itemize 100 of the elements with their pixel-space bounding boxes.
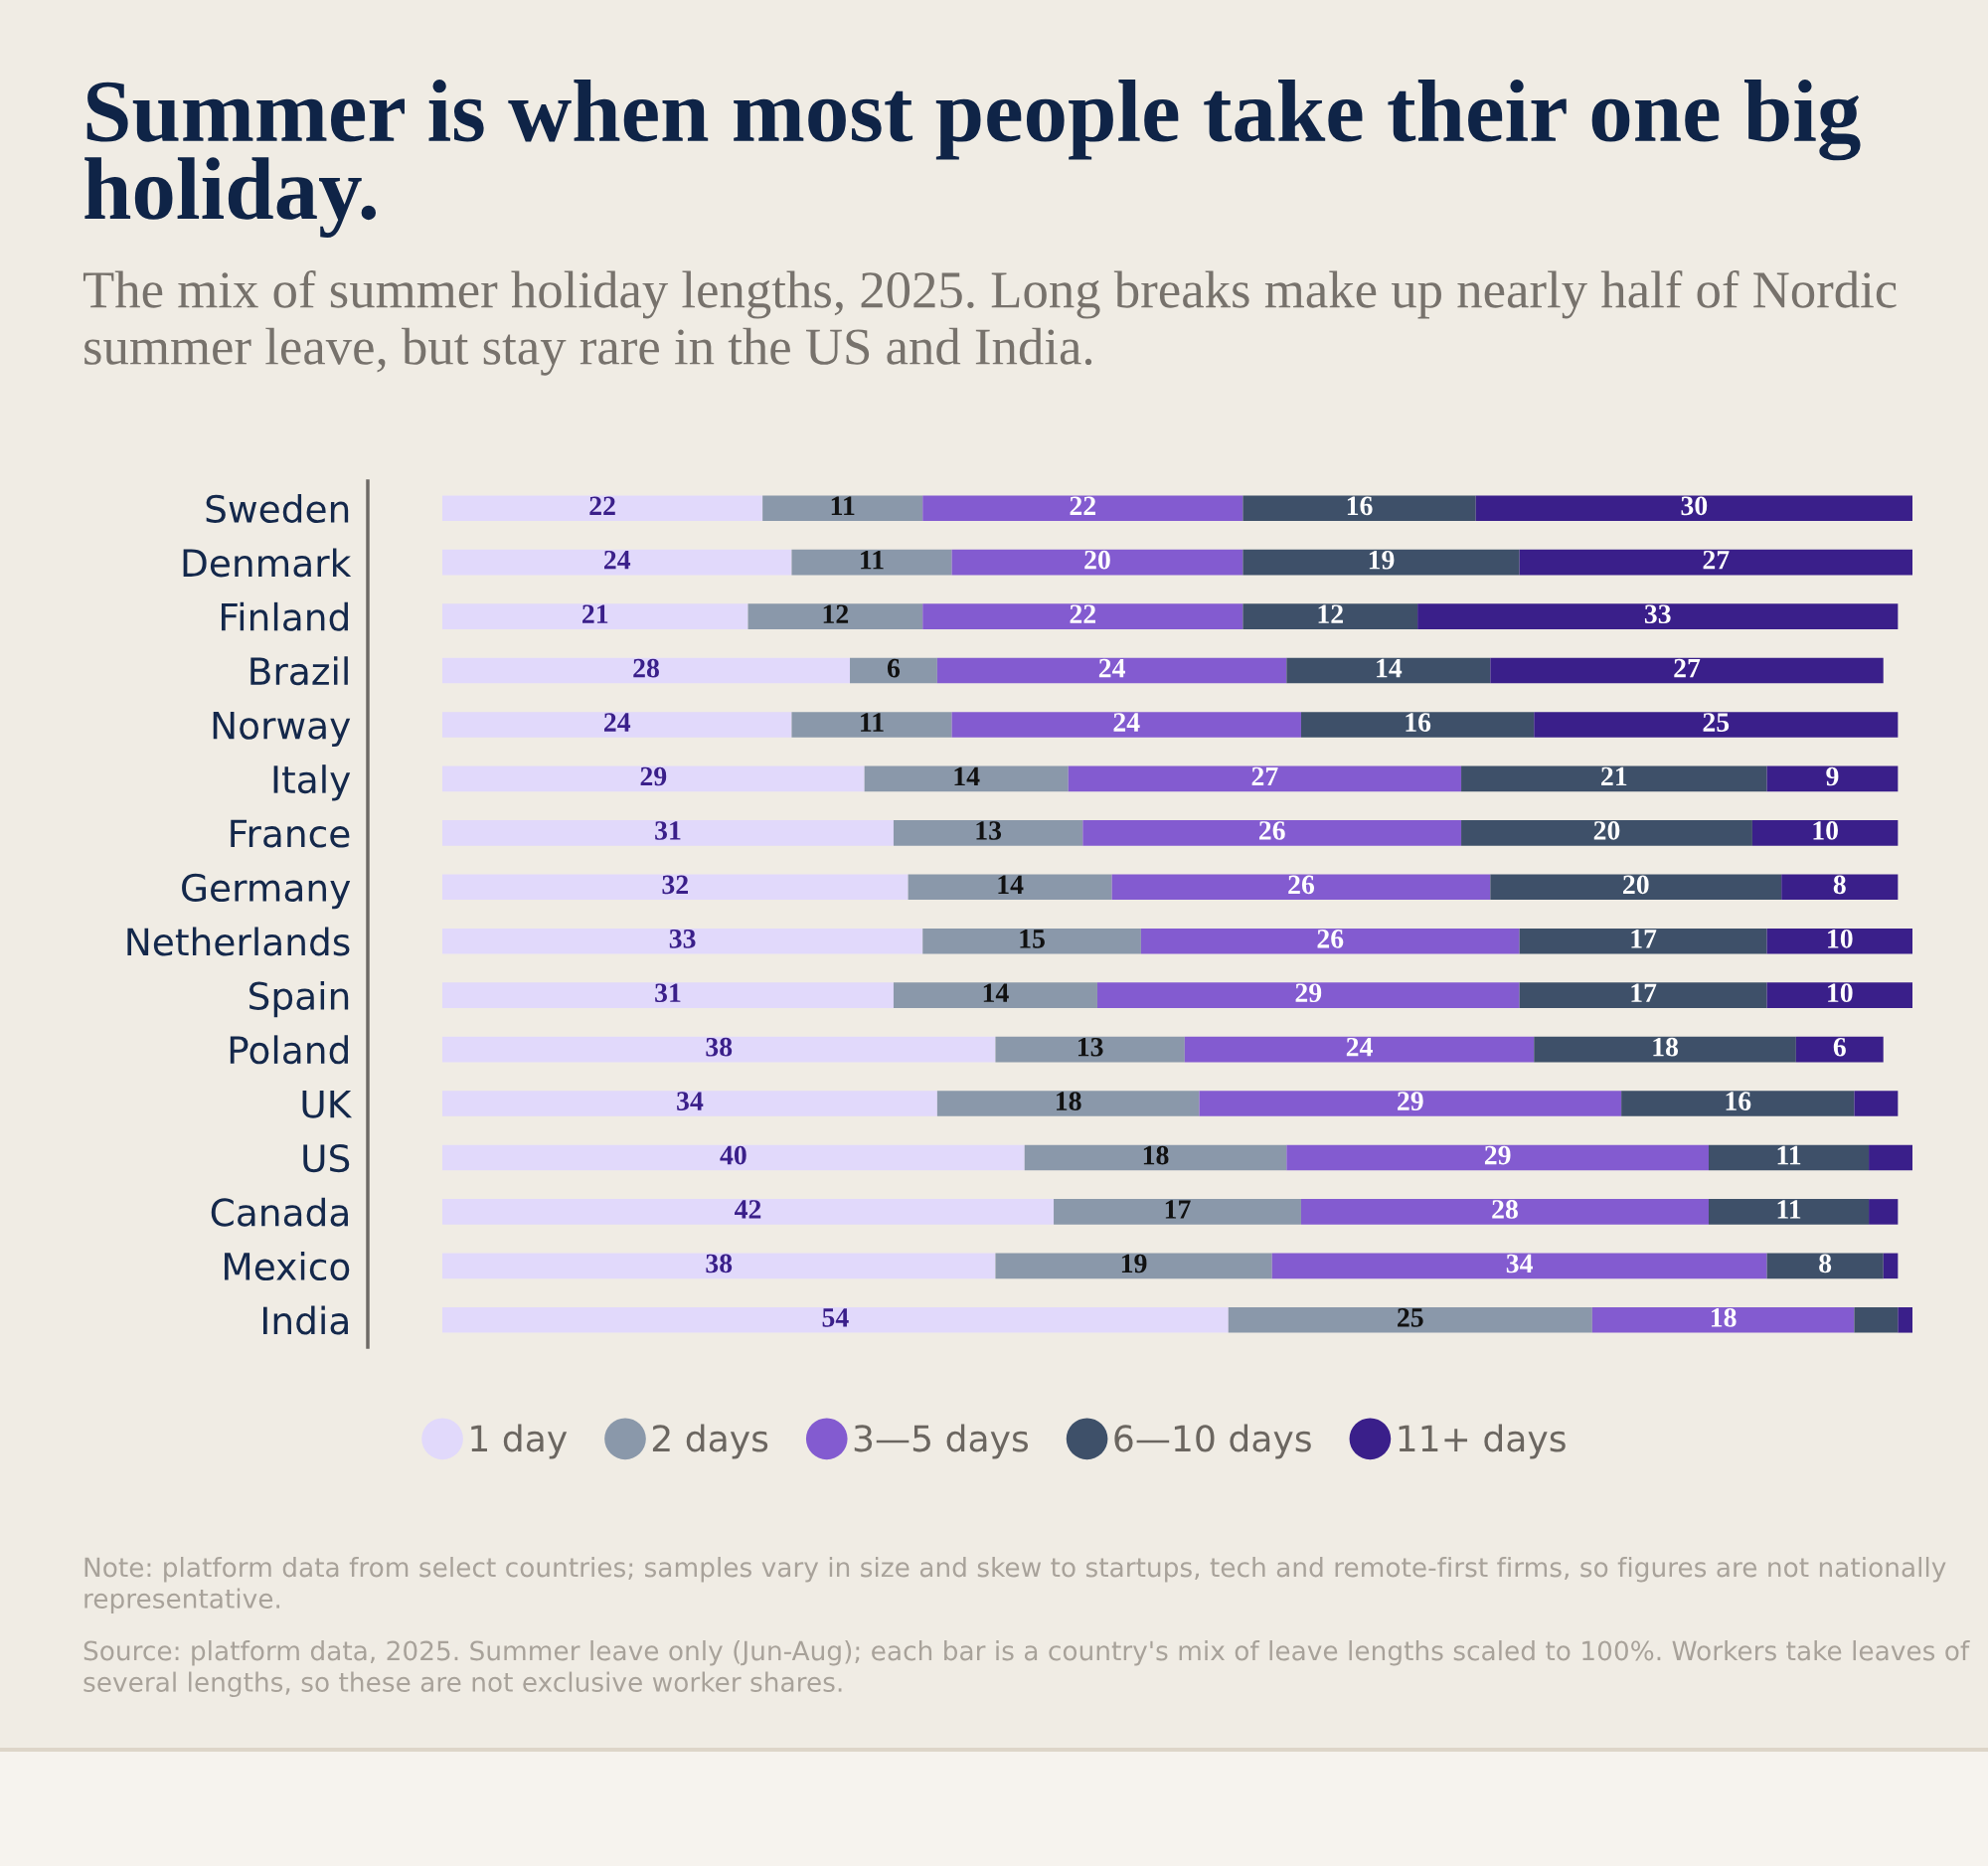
bar: [1096, 982, 1520, 1008]
bar: [1766, 765, 1899, 792]
data-label: 25: [1398, 1308, 1423, 1327]
bar: [936, 1091, 1200, 1116]
bar: [791, 549, 952, 576]
bar: [995, 1036, 1185, 1063]
y-tick-label: UK: [302, 1090, 353, 1118]
bar: [1795, 1036, 1884, 1063]
bar: [442, 874, 909, 901]
data-label: 14: [954, 766, 980, 786]
bar: [442, 712, 792, 738]
y-tick-label: Norway: [213, 711, 351, 748]
bar: [908, 874, 1112, 901]
data-label: 38: [706, 1037, 733, 1057]
legend-label: 11+ days: [1399, 1424, 1566, 1459]
bar: [951, 549, 1243, 576]
data-label: 29: [640, 766, 667, 786]
data-label: 30: [1681, 496, 1708, 516]
bar: [1519, 928, 1767, 954]
bar: [1199, 1091, 1622, 1116]
data-label: 27: [1674, 658, 1701, 678]
data-label: 24: [604, 550, 631, 570]
bar: [1024, 1144, 1287, 1171]
y-tick-label: Finland: [222, 601, 348, 631]
bar: [1242, 603, 1418, 629]
data-label: 18: [1057, 1092, 1081, 1110]
text: Note: platform data from select countries; samples vary in size and skew to startups, tech and remote-first firms, so figures are not nationally representative.: [84, 1557, 1946, 1614]
bar: [922, 603, 1243, 629]
bar: [442, 1091, 937, 1116]
bar: [1286, 657, 1491, 684]
bar: [1766, 1253, 1884, 1279]
data-label: 10: [1828, 983, 1853, 1003]
bar: [1242, 495, 1476, 522]
data-label: 28: [1492, 1200, 1518, 1219]
bar: [1519, 982, 1767, 1008]
data-label: 11: [1777, 1200, 1801, 1219]
legend-label: 1 day: [471, 1424, 568, 1459]
data-label: 28: [633, 658, 659, 678]
data-label: 26: [1288, 875, 1315, 895]
data-label: 17: [1631, 983, 1657, 1002]
bar: [791, 712, 952, 738]
bar: [442, 1253, 996, 1279]
bar: [442, 657, 851, 684]
data-label: 17: [1631, 930, 1657, 948]
data-label: 24: [604, 713, 631, 732]
data-label: 20: [1623, 875, 1649, 895]
source-note: Source: platform data, 2025. Summer leave only (Jun-Aug); each bar is a country's mix of leave lengths scaled to 100%. Workers take leaves of several lengths, so these are not exclusive worker shares.: [83, 1640, 1970, 1698]
data-label: 6: [1833, 1037, 1846, 1057]
bar: [1242, 549, 1520, 576]
data-label: 8: [1833, 875, 1846, 895]
bar: [1781, 874, 1899, 901]
bar: [1490, 657, 1884, 684]
data-label: 16: [1726, 1092, 1751, 1110]
bar: [1461, 765, 1767, 792]
bar: [762, 495, 923, 522]
data-label: 24: [1098, 658, 1125, 678]
data-label: 26: [1317, 930, 1344, 948]
legend-label: 2 days: [652, 1424, 768, 1459]
bar: [1300, 1199, 1709, 1225]
bar: [442, 765, 865, 792]
bar: [1417, 603, 1899, 629]
y-tick-label: US: [303, 1143, 350, 1173]
y-tick-label: Brazil: [250, 656, 348, 686]
data-label: 25: [1703, 713, 1730, 732]
legend-label: 3—5 days: [854, 1424, 1029, 1459]
data-label: 29: [1295, 983, 1322, 1003]
data-label: 22: [1070, 496, 1096, 515]
data-label: 21: [582, 604, 608, 623]
bar: [442, 820, 894, 846]
bar: [1854, 1091, 1899, 1116]
bar: [1140, 928, 1520, 954]
data-label: 17: [1165, 1200, 1191, 1219]
data-label: 24: [1113, 713, 1140, 732]
data-label: 54: [822, 1308, 849, 1327]
bar: [1869, 1144, 1912, 1171]
bar: [442, 1036, 996, 1063]
bar: [442, 928, 923, 954]
data-label: 21: [1601, 766, 1627, 786]
bar: [747, 603, 923, 629]
y-tick-label: Canada: [211, 1197, 348, 1227]
data-label: 14: [998, 875, 1024, 894]
y-tick-label: France: [231, 819, 350, 848]
y-tick-label: Germany: [182, 873, 351, 910]
bar: [922, 928, 1141, 954]
data-label: 18: [1653, 1037, 1679, 1057]
bar: [936, 657, 1287, 684]
bar: [995, 1253, 1272, 1279]
bar: [1534, 712, 1899, 738]
bar: [1184, 1036, 1535, 1063]
bar: [1490, 874, 1782, 901]
data-label: 15: [1020, 930, 1045, 948]
chart-title: Summer is when most people take their one big holiday.: [84, 80, 1861, 239]
bar: [1519, 549, 1912, 576]
bar: [442, 1144, 1025, 1171]
data-label: 18: [1143, 1145, 1169, 1165]
bar: [864, 765, 1069, 792]
bar: [1898, 1306, 1912, 1333]
data-label: 14: [983, 983, 1009, 1002]
data-label: 10: [1813, 821, 1838, 840]
bar: [442, 549, 792, 576]
